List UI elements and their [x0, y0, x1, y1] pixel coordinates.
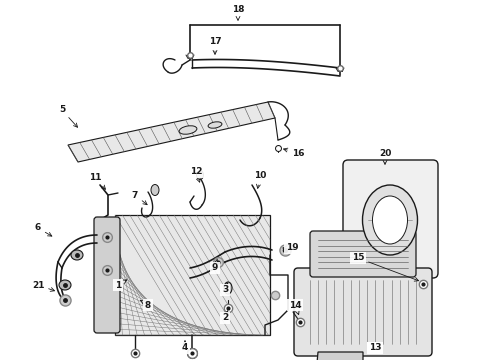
Ellipse shape — [363, 185, 417, 255]
Text: 9: 9 — [212, 259, 218, 273]
Ellipse shape — [208, 122, 222, 128]
Polygon shape — [316, 352, 363, 360]
Ellipse shape — [372, 196, 408, 244]
FancyBboxPatch shape — [343, 160, 438, 278]
Text: 17: 17 — [209, 37, 221, 54]
Text: 8: 8 — [141, 300, 151, 310]
Text: 6: 6 — [35, 224, 52, 236]
Text: 15: 15 — [352, 253, 418, 281]
FancyBboxPatch shape — [310, 231, 416, 277]
Text: 14: 14 — [289, 301, 301, 315]
Text: 4: 4 — [182, 341, 188, 352]
Text: 19: 19 — [283, 243, 298, 252]
Ellipse shape — [71, 250, 83, 260]
Text: 21: 21 — [32, 280, 54, 291]
Text: 12: 12 — [190, 167, 202, 182]
Polygon shape — [68, 102, 275, 162]
Text: 18: 18 — [232, 5, 244, 20]
FancyBboxPatch shape — [94, 217, 120, 333]
Text: 11: 11 — [89, 174, 105, 189]
Text: 7: 7 — [132, 190, 147, 205]
Text: 2: 2 — [222, 311, 228, 323]
Text: 1: 1 — [115, 280, 127, 289]
Bar — [115, 215, 270, 335]
Ellipse shape — [179, 126, 197, 134]
Text: 20: 20 — [379, 148, 391, 164]
Ellipse shape — [59, 280, 71, 290]
Text: 13: 13 — [369, 343, 381, 352]
Text: 10: 10 — [254, 171, 266, 188]
Ellipse shape — [196, 171, 203, 180]
Ellipse shape — [224, 282, 232, 294]
Text: 5: 5 — [59, 105, 77, 127]
Text: 16: 16 — [284, 148, 304, 158]
Text: 3: 3 — [222, 283, 228, 294]
Ellipse shape — [151, 184, 159, 195]
FancyBboxPatch shape — [294, 268, 432, 356]
